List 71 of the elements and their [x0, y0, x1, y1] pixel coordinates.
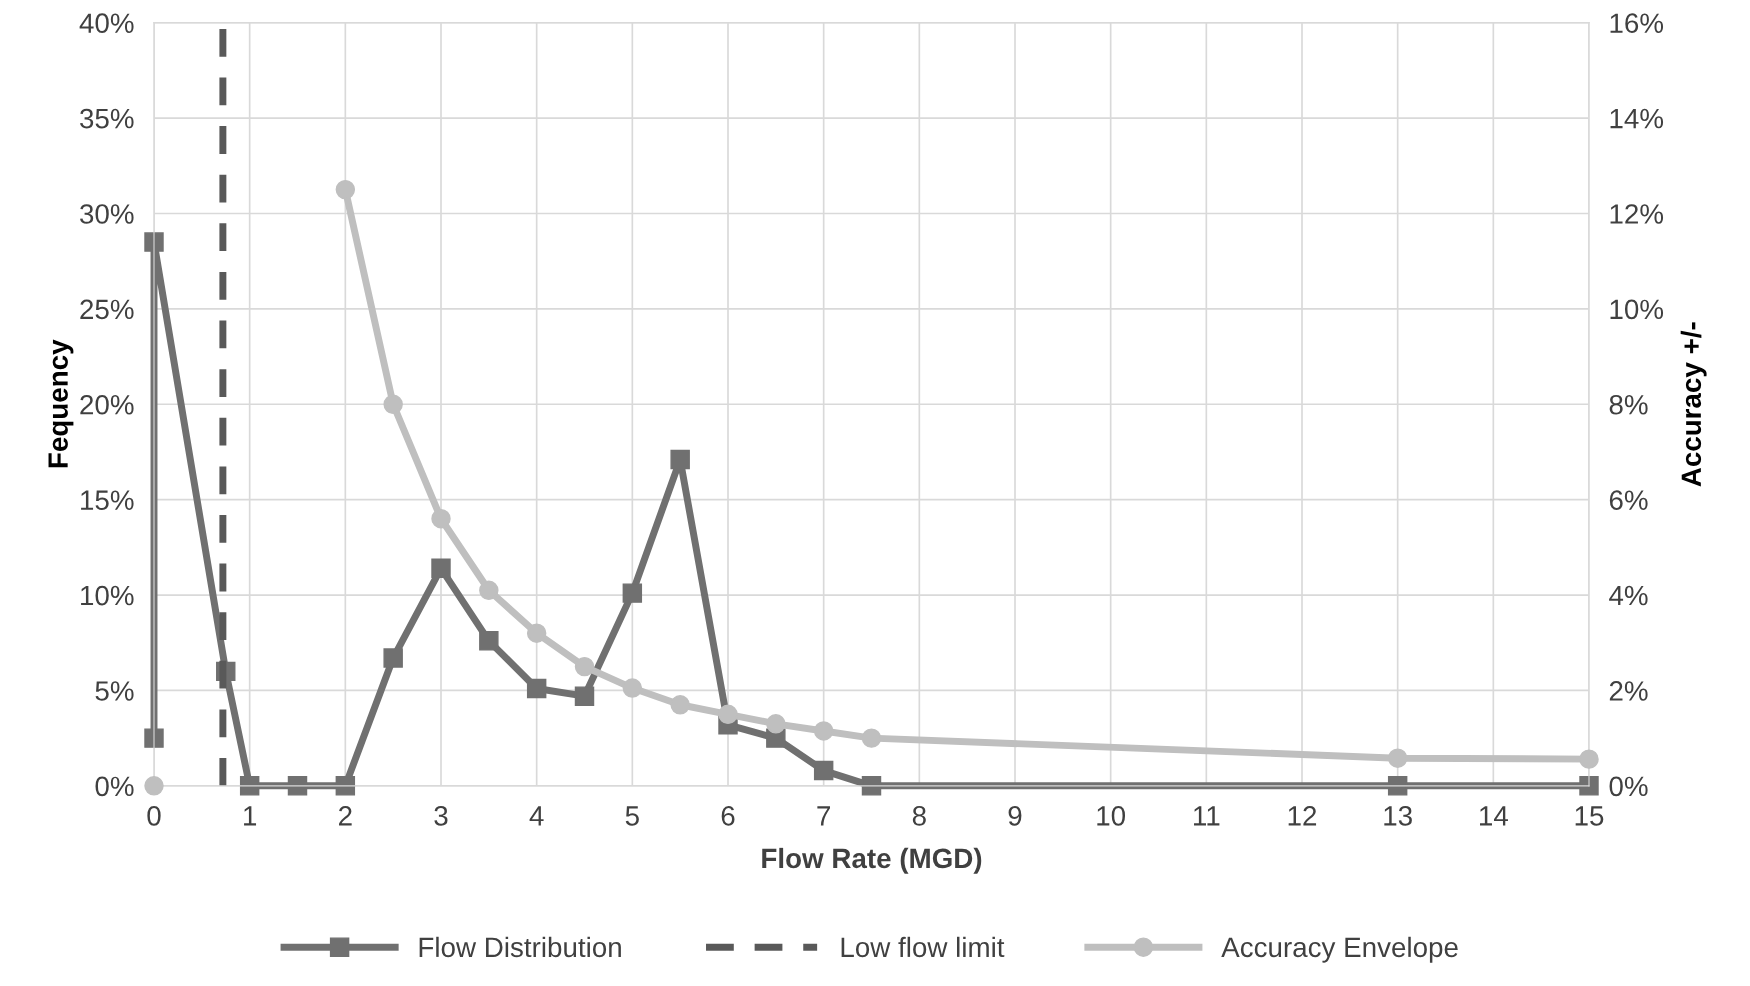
y-tick-label: 0%	[95, 776, 134, 797]
x-tick-label: 1	[244, 806, 257, 826]
y-tick-label: 5%	[95, 681, 134, 701]
x-tick-label: 8	[912, 806, 926, 826]
y2-tick-label: 4%	[1609, 585, 1648, 606]
x-tick-label: 10	[1097, 806, 1126, 826]
y2-tick-label: 0%	[1609, 776, 1648, 797]
point	[1387, 776, 1408, 796]
point	[335, 776, 356, 796]
point	[670, 449, 690, 470]
y-tick-label: 10%	[81, 585, 134, 606]
point	[813, 721, 834, 741]
y2-tick-label: 6%	[1609, 490, 1648, 510]
x-tick-label: 12	[1288, 806, 1317, 826]
point	[622, 678, 643, 698]
x-axis-title: Flow Rate (MGD)	[762, 847, 982, 874]
point	[479, 580, 499, 601]
point	[383, 394, 403, 414]
point	[718, 704, 738, 725]
point	[526, 623, 547, 643]
point	[813, 760, 834, 781]
point	[144, 232, 164, 252]
x-tick-label: 14	[1480, 806, 1508, 826]
y2-tick-label: 14%	[1610, 108, 1664, 129]
point	[1387, 748, 1408, 768]
legend-label: Flow Distribution	[419, 936, 621, 958]
point	[1579, 776, 1599, 796]
y2-tick-label: 12%	[1610, 204, 1664, 224]
y-tick-label: 35%	[80, 108, 134, 129]
point	[144, 728, 164, 748]
y-tick-label: 15%	[81, 490, 134, 510]
x-tick-label: 15	[1575, 806, 1604, 826]
point	[239, 776, 260, 796]
y2-tick-label: 2%	[1609, 681, 1648, 701]
point	[479, 631, 499, 651]
point	[574, 686, 595, 706]
x-tick-label: 7	[817, 806, 830, 826]
y-tick-label: 20%	[80, 394, 134, 415]
x-tick-label: 5	[625, 806, 639, 826]
point	[622, 583, 643, 603]
x-tick-label: 2	[339, 806, 352, 826]
x-tick-label: 13	[1384, 806, 1412, 826]
point	[144, 776, 164, 796]
point	[766, 714, 786, 734]
point	[1579, 749, 1599, 769]
y-tick-label: 40%	[79, 13, 134, 34]
point	[670, 695, 690, 715]
point	[287, 776, 308, 796]
x-tick-label: 3	[434, 806, 448, 826]
x-tick-label: 4	[529, 806, 544, 826]
point	[431, 509, 451, 529]
point	[574, 656, 595, 677]
legend-label: Low flow limit	[841, 936, 1005, 958]
point	[335, 179, 356, 200]
legend-label: Accuracy Envelope	[1221, 936, 1458, 963]
x-tick-label: 0	[147, 806, 161, 826]
x-tick-label: 9	[1008, 806, 1022, 826]
y2-tick-label: 10%	[1610, 299, 1664, 320]
y2-tick-label: 8%	[1609, 394, 1648, 415]
x-tick-label: 6	[721, 806, 735, 826]
point	[861, 776, 882, 796]
point	[861, 728, 882, 748]
point	[431, 558, 451, 579]
point	[383, 648, 403, 668]
y-axis-title: Fequency	[48, 339, 74, 468]
point	[526, 678, 547, 699]
y-tick-label: 30%	[80, 204, 134, 224]
y2-axis-title: Accuracy +/-	[1680, 322, 1707, 487]
y2-tick-label: 16%	[1610, 13, 1664, 34]
y-tick-label: 25%	[80, 299, 134, 320]
x-tick-label: 11	[1194, 806, 1220, 826]
